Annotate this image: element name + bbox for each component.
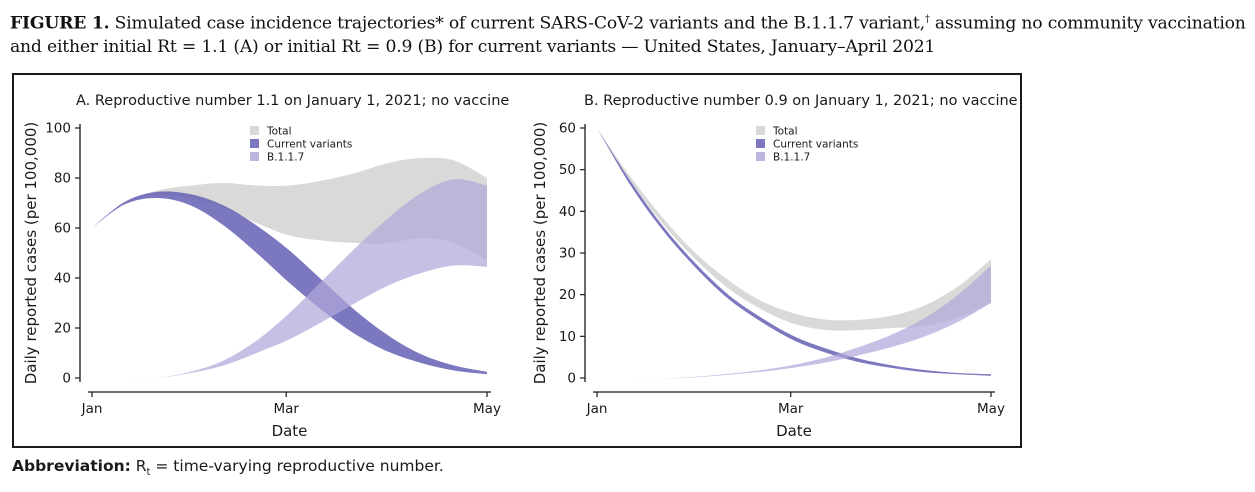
series-band-current-variants (92, 191, 487, 375)
abbreviation-footnote: Abbreviation: Rt = time-varying reproduc… (12, 457, 444, 478)
footnote-symbol-subscript: t (146, 467, 151, 479)
x-tick-label: Jan (81, 401, 103, 417)
legend-label: B.1.1.7 (773, 152, 810, 164)
x-tick-label: Jan (586, 401, 608, 417)
y-tick-label: 50 (559, 162, 576, 178)
legend-swatch (756, 126, 765, 135)
legend-label: Total (266, 126, 292, 138)
y-tick-label: 30 (559, 246, 576, 262)
x-tick-label: Mar (778, 401, 804, 417)
footnote-text: = time-varying reproductive number. (150, 457, 444, 475)
series-band-current-variants (597, 128, 991, 376)
figure-label: FIGURE 1. (10, 13, 110, 34)
x-axis-title: Date (272, 422, 308, 440)
legend-swatch (250, 139, 259, 148)
legend-swatch (250, 152, 259, 161)
panel-title: B. Reproductive number 0.9 on January 1,… (584, 93, 1018, 109)
x-tick-label: Mar (273, 401, 299, 417)
figure-frame (12, 73, 1022, 448)
x-tick-label: May (977, 401, 1005, 417)
y-tick-label: 20 (559, 287, 576, 303)
legend-swatch (250, 126, 259, 135)
y-tick-label: 60 (54, 221, 71, 237)
y-axis-title: Daily reported cases (per 100,000) (531, 122, 549, 385)
footnote-symbol: R (135, 457, 147, 475)
x-tick-label: May (473, 401, 501, 417)
y-tick-label: 40 (54, 271, 71, 287)
y-tick-label: 0 (567, 371, 576, 387)
legend-label: Current variants (267, 139, 352, 151)
legend-label: Total (772, 126, 798, 138)
y-tick-label: 0 (62, 371, 71, 387)
y-tick-label: 100 (45, 121, 71, 137)
y-tick-label: 60 (559, 121, 576, 137)
legend-swatch (756, 139, 765, 148)
figure-title-text-2: assuming no community vaccination and ei… (10, 13, 1246, 57)
x-axis-title: Date (776, 422, 812, 440)
y-tick-label: 20 (54, 321, 71, 337)
legend-swatch (756, 152, 765, 161)
footnote-label: Abbreviation: (12, 457, 131, 475)
series-band-b-1-1-7 (92, 179, 487, 382)
figure-title-text-1: Simulated case incidence trajectories* o… (109, 13, 925, 34)
y-tick-label: 80 (54, 171, 71, 187)
legend-label: Current variants (773, 139, 858, 151)
dagger-footnote-mark: † (924, 14, 930, 25)
panel-a: A. Reproductive number 1.1 on January 1,… (22, 93, 509, 440)
y-tick-label: 10 (559, 329, 576, 345)
y-tick-label: 40 (559, 204, 576, 220)
legend-label: B.1.1.7 (267, 152, 304, 164)
y-axis-title: Daily reported cases (per 100,000) (22, 122, 40, 385)
panel-b: B. Reproductive number 0.9 on January 1,… (531, 93, 1018, 440)
panel-title: A. Reproductive number 1.1 on January 1,… (76, 93, 509, 109)
figure-title: FIGURE 1. Simulated case incidence traje… (10, 8, 1250, 59)
